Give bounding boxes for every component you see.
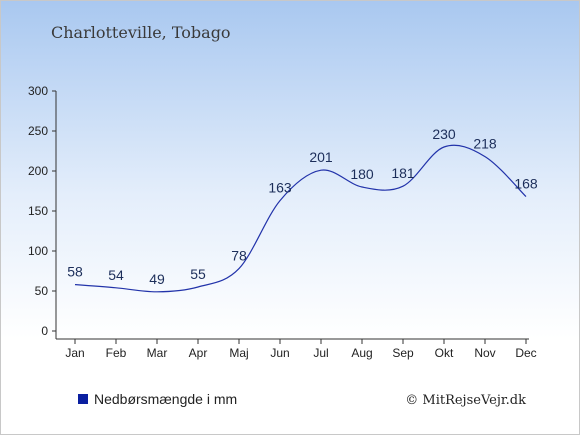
data-label: 54 <box>108 267 124 283</box>
x-tick-label: Nov <box>474 346 495 360</box>
data-label: 55 <box>190 266 206 282</box>
y-tick-label: 300 <box>28 84 48 98</box>
x-tick-label: Jul <box>313 346 328 360</box>
data-label: 163 <box>268 180 292 196</box>
y-tick-label: 0 <box>41 324 48 338</box>
y-tick-label: 150 <box>28 204 48 218</box>
series-line <box>74 144 527 293</box>
credit-text: © MitRejseVejr.dk <box>405 393 526 408</box>
data-label: 78 <box>231 248 247 264</box>
x-tick-label: Okt <box>435 346 454 360</box>
x-tick-label: Maj <box>229 346 248 360</box>
x-tick-label: Jan <box>65 346 84 360</box>
data-label: 58 <box>67 264 83 280</box>
x-tick-label: Aug <box>351 346 372 360</box>
y-tick-label: 50 <box>35 284 49 298</box>
x-tick-label: Apr <box>189 346 208 360</box>
x-tick-label: Jun <box>270 346 289 360</box>
y-tick-label: 100 <box>28 244 48 258</box>
series-layer <box>74 144 527 293</box>
data-label: 230 <box>432 126 456 142</box>
data-label: 218 <box>473 136 497 152</box>
data-label: 201 <box>309 149 333 165</box>
data-label: 180 <box>350 166 374 182</box>
x-tick-label: Dec <box>515 346 536 360</box>
x-tick-label: Mar <box>147 346 168 360</box>
x-tick-label: Feb <box>106 346 127 360</box>
chart-title: Charlotteville, Tobago <box>51 23 231 42</box>
legend-label: Nedbørsmængde i mm <box>94 391 237 407</box>
x-tick-label: Sep <box>392 346 414 360</box>
data-label: 49 <box>149 271 165 287</box>
legend-swatch <box>78 394 88 404</box>
y-tick-label: 250 <box>28 124 48 138</box>
data-label: 168 <box>514 176 538 192</box>
data-label: 181 <box>391 165 415 181</box>
axes-group: 0 50 100 150 200 250 300 Jan Feb Mar Apr Maj Jun Jul A… <box>28 84 537 360</box>
data-labels-layer: 58 54 49 55 78 163 201 180 181 230 218 168 <box>67 126 538 287</box>
y-tick-label: 200 <box>28 164 48 178</box>
